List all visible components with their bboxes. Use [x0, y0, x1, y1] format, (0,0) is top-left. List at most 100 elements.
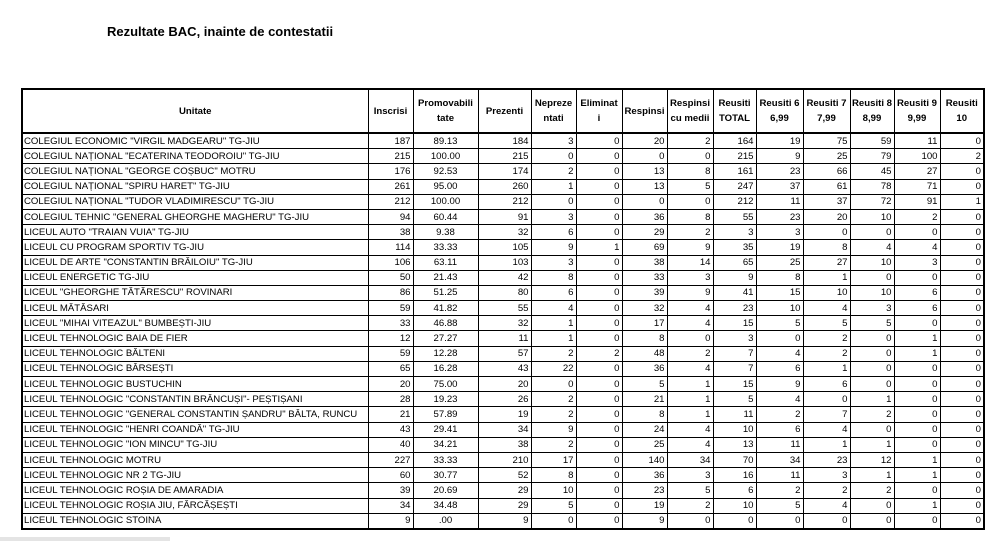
number-cell: 0	[575, 193, 623, 210]
table-row: LICEUL "GHEORGHE TĂTĂRESCU" ROVINARI 86 51…	[21, 284, 985, 302]
number-cell: 0	[575, 330, 623, 347]
unit-cell: LICEUL "MIHAI VITEAZUL" BUMBEȘTI-JIU	[21, 315, 369, 332]
number-cell: 11	[755, 436, 804, 453]
header-text: Unitate	[178, 105, 212, 117]
number-cell: 2	[530, 436, 577, 453]
number-cell: 0	[575, 512, 623, 530]
number-cell: 0	[575, 436, 623, 453]
number-cell: 60	[367, 467, 414, 484]
number-cell: 57.89	[412, 406, 479, 423]
number-cell: 2	[849, 406, 895, 423]
number-cell: 215	[367, 148, 414, 165]
header-cell: Prezenti	[477, 88, 532, 134]
number-cell: 27	[802, 254, 851, 271]
header-cell: Reusiti 6 6,99	[755, 88, 804, 134]
number-cell: 86	[367, 284, 414, 302]
unit-cell: LICEUL MĂTĂSARI	[21, 300, 369, 317]
number-cell: 9	[712, 269, 757, 286]
table-row: LICEUL TEHNOLOGIC BUSTUCHIN 20 75.00 20 0 0 5 1…	[21, 375, 985, 393]
number-cell: 0	[575, 360, 623, 378]
number-cell: 33	[367, 315, 414, 332]
number-cell: 46.88	[412, 315, 479, 332]
number-cell: 91	[893, 193, 941, 210]
number-cell: 33.33	[412, 451, 479, 469]
number-cell: 2	[802, 345, 851, 362]
number-cell: 7	[712, 345, 757, 362]
table-row: LICEUL TEHNOLOGIC STOINA 9.00 9 0 0 9 0 0 0 0 0 0 0	[21, 512, 985, 530]
number-cell: 5	[666, 178, 714, 195]
title: Rezultate BAC, inainte de contestatii	[107, 24, 334, 39]
table-row: LICEUL DE ARTE "CONSTANTIN BRĂILOIU" TG-…	[21, 254, 985, 271]
number-cell: 0	[893, 406, 941, 423]
number-cell: 4	[893, 239, 941, 256]
number-cell: 11	[712, 406, 757, 423]
number-cell: 100.00	[412, 193, 479, 210]
number-cell: 1	[575, 239, 623, 256]
header-text: Reusiti	[945, 98, 978, 109]
unit-cell: LICEUL TEHNOLOGIC STOINA	[21, 512, 369, 530]
number-cell: 0	[575, 482, 623, 499]
header-text: 8,99	[862, 113, 882, 124]
unit-cell: COLEGIUL NAȚIONAL "TUDOR VLADIMIRESCU" T…	[21, 193, 369, 210]
number-cell: 4	[666, 300, 714, 317]
number-cell: 8	[755, 269, 804, 286]
number-cell: 0	[893, 421, 941, 438]
number-cell: 0	[893, 436, 941, 453]
table-row: LICEUL TEHNOLOGIC ROȘIA JIU, FĂRCĂȘEȘTI 3…	[21, 497, 985, 514]
number-cell: 12	[849, 451, 895, 469]
header-cell: Unitate	[21, 88, 369, 134]
number-cell: 0	[939, 208, 985, 226]
number-cell: 187	[367, 132, 414, 150]
unit-cell: LICEUL TEHNOLOGIC "ION MINCU" TG-JIU	[21, 436, 369, 453]
header-text: Promovabili	[418, 98, 473, 109]
table-row: LICEUL TEHNOLOGIC BĂLTENI 59 12.28 57 2 2 48 2 7…	[21, 345, 985, 362]
number-cell: 94	[367, 208, 414, 226]
number-cell: 33	[621, 269, 668, 286]
header-text: Reusiti 8	[852, 98, 892, 109]
number-cell: 21.43	[412, 269, 479, 286]
number-cell: 5	[712, 391, 757, 408]
number-cell: 215	[477, 148, 532, 165]
number-cell: 0	[849, 512, 895, 530]
number-cell: 0	[575, 406, 623, 423]
header-cell: Respinsi cu medii	[666, 88, 714, 134]
number-cell: 36	[621, 208, 668, 226]
number-cell: 3	[530, 132, 577, 150]
number-cell: 0	[575, 284, 623, 302]
number-cell: 32	[477, 315, 532, 332]
number-cell: 8	[666, 163, 714, 180]
number-cell: 0	[849, 224, 895, 241]
table-row: LICEUL AUTO "TRAIAN VUIA" TG-JIU 38 9.38 32…	[21, 224, 985, 241]
unit-cell: LICEUL TEHNOLOGIC BUSTUCHIN	[21, 375, 369, 393]
number-cell: 0	[939, 421, 985, 438]
scrollbar	[0, 537, 170, 541]
number-cell: 30.77	[412, 467, 479, 484]
number-cell: 164	[712, 132, 757, 150]
number-cell: 0	[802, 224, 851, 241]
number-cell: 2	[530, 345, 577, 362]
number-cell: 41.82	[412, 300, 479, 317]
number-cell: 0	[849, 375, 895, 393]
number-cell: 9	[666, 239, 714, 256]
unit-cell: LICEUL TEHNOLOGIC BAIA DE FIER	[21, 330, 369, 347]
number-cell: 59	[849, 132, 895, 150]
table-row: LICEUL TEHNOLOGIC "ION MINCU" TG-JIU 40 34…	[21, 436, 985, 453]
number-cell: 0	[939, 406, 985, 423]
number-cell: 4	[666, 436, 714, 453]
number-cell: 7	[802, 406, 851, 423]
number-cell: 43	[477, 360, 532, 378]
number-cell: 23	[755, 208, 804, 226]
unit-cell: LICEUL ENERGETIC TG-JIU	[21, 269, 369, 286]
number-cell: 174	[477, 163, 532, 180]
number-cell: 10	[712, 497, 757, 514]
number-cell: 23	[712, 300, 757, 317]
number-cell: 9	[477, 512, 532, 530]
number-cell: 215	[712, 148, 757, 165]
number-cell: 23	[755, 163, 804, 180]
number-cell: 10	[849, 208, 895, 226]
table-row: LICEUL TEHNOLOGIC MOTRU 227 33.33 210 17 0 140…	[21, 451, 985, 469]
number-cell: 247	[712, 178, 757, 195]
number-cell: 20.69	[412, 482, 479, 499]
unit-cell: LICEUL TEHNOLOGIC "GENERAL CONSTANTIN ȘA…	[21, 406, 369, 423]
number-cell: 2	[666, 497, 714, 514]
